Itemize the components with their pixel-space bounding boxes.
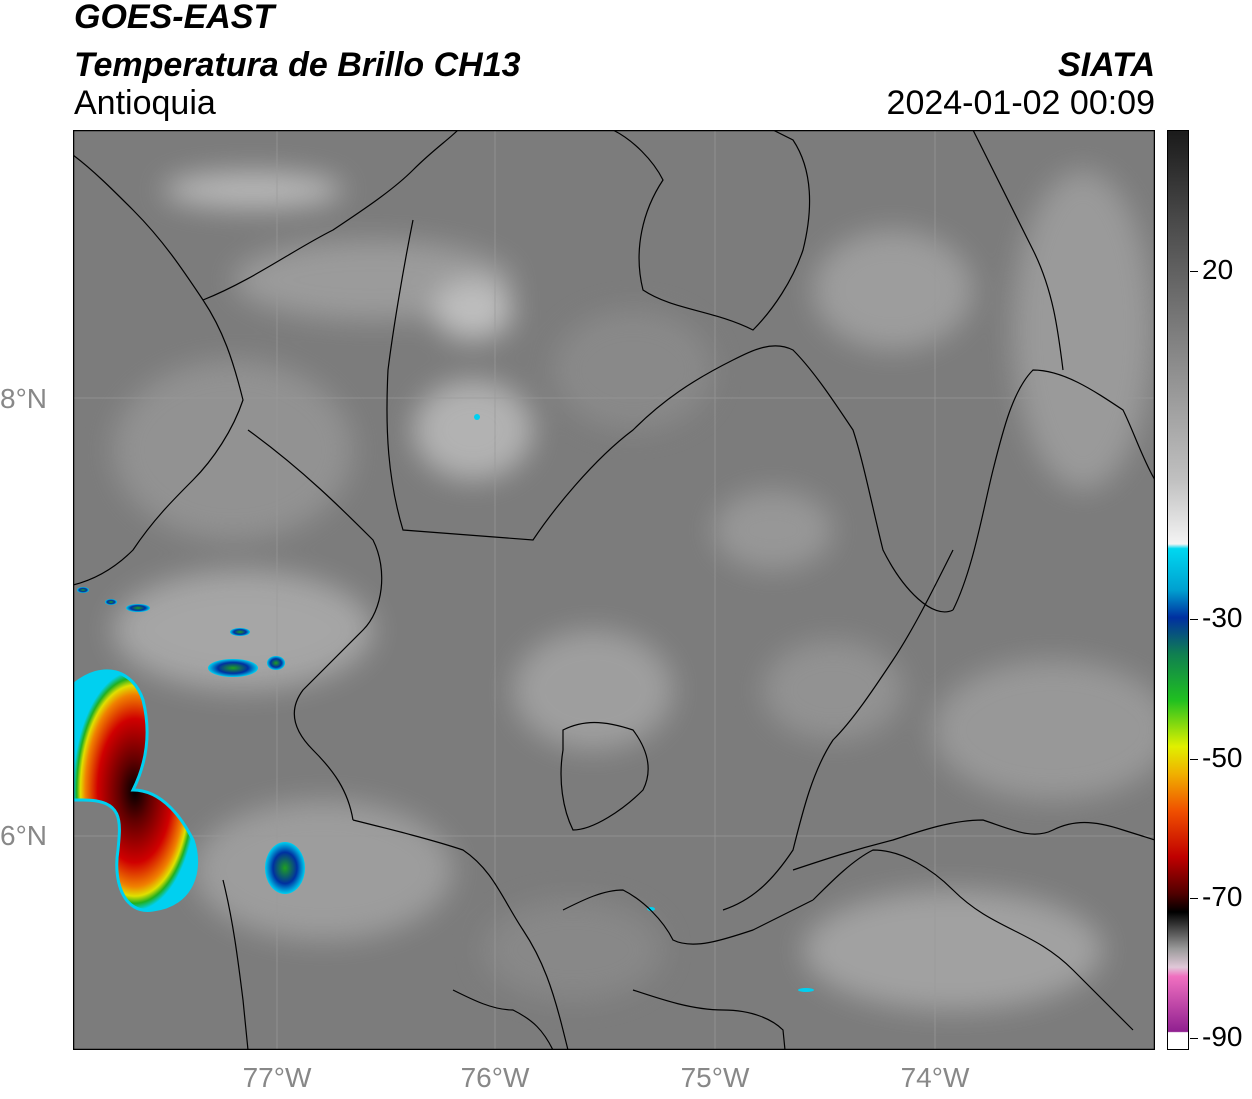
region-label: Antioquia [74,84,216,122]
lon-label-77w: 77°W [242,1062,312,1093]
map-frame [73,130,1155,1050]
lon-label-75w: 75°W [680,1062,750,1093]
colorbar-label-minus50: -50 [1202,742,1243,773]
colorbar-tick [1190,759,1198,760]
graticule [73,130,1155,1050]
colorbar-tick [1190,271,1198,272]
lon-label-74w: 74°W [900,1062,970,1093]
satellite-map [73,130,1155,1050]
lat-label-8n: 8°N [0,383,47,414]
colorbar-label-minus70: -70 [1202,881,1243,912]
colorbar-label-minus90: -90 [1202,1021,1243,1052]
colorbar [1167,130,1189,1050]
timestamp-label: 2024-01-02 00:09 [886,84,1155,122]
colorbar-tick [1190,898,1198,899]
satellite-title: GOES-EAST [74,0,275,36]
colorbar-tick [1190,619,1198,620]
colorbar-label-minus30: -30 [1202,602,1243,633]
colorbar-label-20: 20 [1202,254,1234,285]
brand-label: SIATA [1058,46,1155,84]
lon-label-76w: 76°W [460,1062,530,1093]
political-borders [73,130,1155,1050]
product-title: Temperatura de Brillo CH13 [74,46,521,84]
storm-cells [73,414,814,992]
colorbar-tick [1190,1038,1198,1039]
cloud-texture [113,170,1155,1010]
lat-label-6n: 6°N [0,820,47,851]
